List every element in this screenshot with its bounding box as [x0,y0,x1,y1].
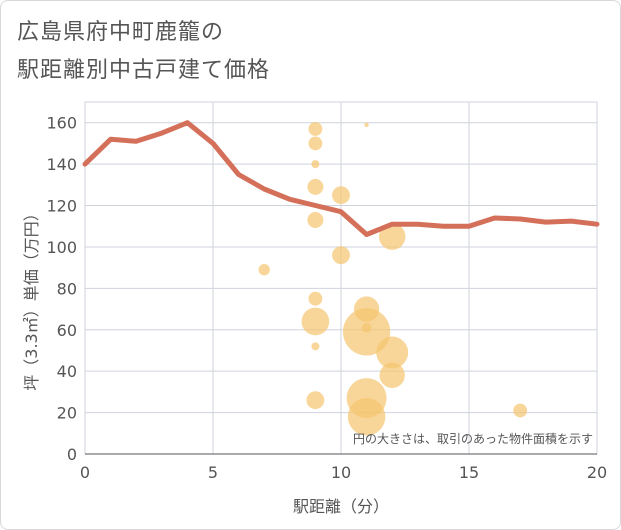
data-bubble [306,391,325,410]
data-bubble [311,342,320,351]
y-tick-label: 40 [57,362,77,381]
x-axis-label: 駅距離（分） [293,497,389,516]
data-bubble [332,186,350,205]
data-bubble [308,291,323,306]
x-tick-label: 5 [208,463,218,482]
y-tick-label: 120 [46,197,77,216]
y-tick-label: 100 [46,238,77,257]
y-axis-label: 坪（3.3㎡）単価（万円） [22,205,41,390]
data-bubble [364,122,369,127]
y-tick-label: 140 [46,155,77,174]
x-tick-label: 20 [587,463,607,482]
x-tick-label: 0 [80,463,90,482]
data-bubble [258,264,270,276]
y-tick-labels: 0 20 40 60 80 100 120 140 160 [46,114,77,464]
data-bubble [347,397,386,436]
x-tick-label: 15 [459,463,479,482]
y-tick-label: 0 [67,445,77,464]
data-bubble [379,362,405,388]
data-bubble [332,246,350,265]
x-tick-labels: 0 5 10 15 20 [80,463,607,482]
line-series [82,120,600,237]
size-annotation: 円の大きさは、取引のあった物件面積を示す [353,431,593,446]
y-tick-label: 80 [57,279,77,298]
data-bubble [311,160,320,169]
y-tick-label: 60 [57,321,77,340]
chart-title-line2: 駅距離別中古戸建て価格 [17,58,271,83]
data-bubble [301,307,330,336]
data-bubble [308,121,323,136]
data-bubble [513,403,528,418]
y-tick-label: 160 [46,114,77,133]
data-bubble [307,178,324,195]
bubble-series [258,121,528,436]
x-tick-label: 10 [331,463,351,482]
grid-lines [85,102,597,455]
y-tick-label: 20 [57,404,77,423]
data-bubble [308,136,323,151]
average-price-line [82,120,600,237]
data-bubble [376,336,409,369]
chart-title-line1: 広島県府中町鹿籠の [17,20,225,45]
data-bubble [307,212,324,229]
data-bubble [378,223,406,250]
data-bubble [342,308,391,356]
